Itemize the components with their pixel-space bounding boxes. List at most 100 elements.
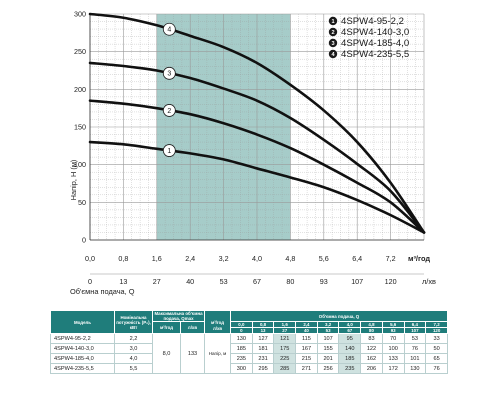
cell-head-value: 155 (316, 343, 340, 355)
x-tick-label-m3h: 1,6 (152, 254, 162, 263)
legend-label: 4SPW4-235-5,5 (341, 49, 409, 60)
cell-head-value: 107 (316, 333, 340, 345)
cell-qmax-m3h: 8,0 (152, 333, 181, 375)
curve-marker (162, 104, 176, 117)
header-flow-lmin-value: 120 (425, 327, 448, 335)
header-qmax: Максимальна об'ємна подача, Qmax (151, 309, 206, 323)
cell-head-value: 185 (338, 353, 362, 365)
x-tick-label-lmin: 27 (153, 277, 161, 286)
legend-marker-number: 2 (331, 30, 334, 36)
cell-head-value: 100 (381, 343, 405, 355)
x-tick-label-lmin: 67 (253, 277, 261, 286)
cell-model: 4SPW4-235-5,5 (50, 363, 115, 375)
cell-head-value: 300 (230, 363, 253, 375)
cell-head-value: 185 (230, 343, 253, 355)
cell-head-value: 130 (403, 363, 427, 375)
header-flow-m3h-value: 0,0 (230, 321, 253, 329)
header-flow-m3h-value: 7,2 (425, 321, 448, 329)
curve-marker-label: 2 (167, 108, 171, 115)
cell-head-value: 122 (360, 343, 383, 355)
x-tick-label-m3h: 4,0 (252, 254, 262, 263)
curve-marker (162, 22, 176, 36)
header-unit-label: м³/год (210, 319, 225, 325)
cell-head-value: 285 (273, 363, 297, 375)
pump-specs-table: Модель Номінальна потужність (P₂), кВт М… (50, 309, 448, 375)
header-unit-label: л/хв (212, 325, 223, 331)
header-power: Номінальна потужність (P₂), кВт (114, 309, 153, 335)
y-tick-label: 250 (74, 47, 86, 56)
legend-marker (328, 49, 338, 59)
table-row: 4SPW4-140-3,0 3,0 185 181 175 167 155 140 122 100… (50, 343, 448, 355)
legend-label: 4SPW4-140-3,0 (341, 27, 409, 38)
cell-head-value: 101 (403, 353, 427, 365)
legend-marker-number: 4 (331, 52, 335, 58)
cell-power: 3,0 (114, 343, 153, 355)
cell-head-value: 121 (273, 333, 297, 345)
x-tick-label-lmin: 107 (351, 277, 363, 286)
cell-head-value: 70 (381, 333, 405, 345)
x-tick-label-lmin: 40 (186, 277, 194, 286)
x-tick-label-m3h: 2,4 (185, 254, 195, 263)
y-tick-label: 100 (74, 160, 86, 169)
x-tick-label-lmin: 53 (220, 277, 228, 286)
cell-head-label: Напір, м (204, 333, 232, 375)
cell-head-value: 231 (251, 353, 275, 365)
cell-head-value: 83 (360, 333, 383, 345)
cell-qmax-lmin: 133 (179, 333, 206, 375)
x-tick-label-lmin: 120 (385, 277, 397, 286)
cell-head-value: 140 (338, 343, 362, 355)
y-axis-label: Напір, Н (м) (69, 160, 78, 201)
cell-head-value: 172 (381, 363, 405, 375)
x-tick-label-lmin: 80 (286, 277, 294, 286)
legend-label: 4SPW4-185-4,0 (341, 38, 409, 49)
legend-marker-number: 3 (331, 41, 334, 47)
curve-4 (88, 12, 426, 234)
cell-model: 4SPW4-95-2,2 (50, 333, 115, 345)
table-row: 4SPW4-235-5,5 5,5 300 295 285 271 256 235 206 172… (50, 363, 448, 375)
cell-power: 4,0 (114, 353, 153, 365)
y-tick-label: 200 (74, 85, 86, 94)
cell-head-value: 235 (230, 353, 253, 365)
curve-marker-label: 3 (167, 71, 171, 78)
legend-marker (328, 38, 338, 48)
table-row: 4SPW4-185-4,0 4,0 235 231 225 215 201 185 162 133… (50, 353, 448, 365)
table-row: 4SPW4-95-2,2 2,2 8,0 133 Напір, м 130 127 121 11… (50, 333, 448, 375)
cell-head-value: 115 (295, 333, 318, 345)
cell-power: 2,2 (114, 333, 153, 345)
y-tick-label: 300 (74, 10, 86, 19)
y-tick-label: 50 (78, 198, 86, 207)
x-tick-label-m3h: 5,6 (319, 254, 329, 263)
cell-head-value: 235 (338, 363, 362, 375)
x-tick-label-lmin: 13 (119, 277, 127, 286)
legend-label: 4SPW4-95-2,2 (341, 16, 404, 27)
y-tick-label: 0 (82, 236, 86, 245)
cell-head-value: 295 (251, 363, 275, 375)
cell-head-value: 33 (425, 333, 448, 345)
cell-head-value: 127 (251, 333, 275, 345)
cell-model: 4SPW4-185-4,0 (50, 353, 115, 365)
cell-head-value: 130 (230, 333, 253, 345)
curve-1 (88, 140, 426, 234)
curve-2 (88, 99, 426, 234)
x-tick-label-m3h: 3,2 (219, 254, 229, 263)
x-tick-label-lmin: 93 (320, 277, 328, 286)
cell-head-value: 225 (273, 353, 297, 365)
cell-head-value: 133 (381, 353, 405, 365)
header-qmax-m3h: м³/год (152, 321, 181, 335)
cell-head-value: 95 (338, 333, 362, 345)
header-flow-lmin-value: 0 (230, 327, 253, 335)
x-axis-unit-m3h: м³/год (408, 254, 430, 263)
cell-head-value: 53 (403, 333, 427, 345)
x-axis-label-flow: Об'ємна подача, Q (70, 287, 135, 296)
cell-head-value: 76 (403, 343, 427, 355)
header-flow: Об'ємна подача, Q (230, 309, 448, 323)
header-qmax-lmin: л/хв (179, 321, 206, 335)
cell-head-value: 175 (273, 343, 297, 355)
cell-head-value: 65 (425, 353, 448, 365)
cell-head-value: 206 (360, 363, 383, 375)
legend-marker (328, 16, 338, 26)
cell-head-value: 271 (295, 363, 318, 375)
legend-marker (328, 27, 338, 37)
legend-marker-number: 1 (331, 19, 334, 25)
header-model: Модель (50, 309, 115, 335)
